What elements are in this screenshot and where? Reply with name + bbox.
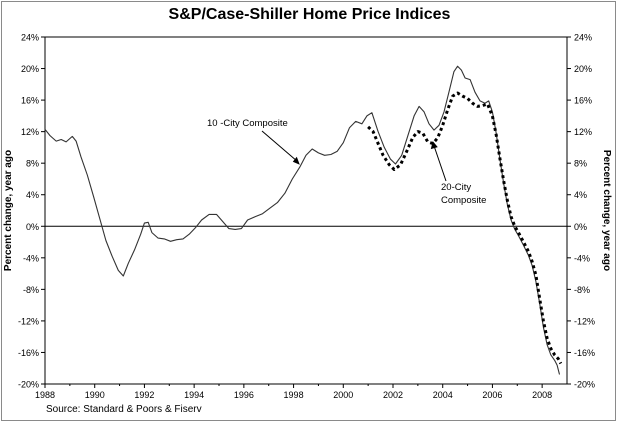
y-tick-label-left: 20% bbox=[21, 64, 39, 74]
source-note: Source: Standard & Poors & Fiserv bbox=[46, 404, 202, 415]
x-tick-label: 1992 bbox=[134, 390, 154, 400]
y-axis-title-right: Percent change, year ago bbox=[601, 150, 612, 271]
y-tick-label-right: -20% bbox=[574, 380, 595, 390]
y-tick-label-left: -16% bbox=[18, 348, 39, 358]
x-tick-label: 2002 bbox=[383, 390, 403, 400]
x-tick-label: 1988 bbox=[35, 390, 55, 400]
x-tick-label: 2008 bbox=[532, 390, 552, 400]
y-axis-title-left: Percent change, year ago bbox=[3, 150, 14, 271]
y-tick-label-right: 24% bbox=[574, 33, 592, 43]
x-tick-label: 1996 bbox=[234, 390, 254, 400]
y-tick-label-left: 12% bbox=[21, 127, 39, 137]
y-tick-label-left: -20% bbox=[18, 380, 39, 390]
y-tick-label-left: 24% bbox=[21, 33, 39, 43]
y-tick-label-right: 20% bbox=[574, 64, 592, 74]
x-tick-label: 2004 bbox=[433, 390, 453, 400]
y-tick-label-left: -12% bbox=[18, 316, 39, 326]
y-tick-label-right: 8% bbox=[574, 159, 587, 169]
y-tick-label-right: -4% bbox=[574, 253, 590, 263]
x-tick-label: 1994 bbox=[184, 390, 204, 400]
y-tick-label-left: 4% bbox=[26, 190, 39, 200]
x-tick-label: 2000 bbox=[333, 390, 353, 400]
ticks-group: -20% -20% -16% -16% -12% -12% -8% -8% -4% -4% 0% 0%… bbox=[18, 33, 595, 401]
annotation-20-city-label-line2: Composite bbox=[441, 195, 486, 206]
annotation-20-city-label-line1: 20-City bbox=[441, 182, 471, 193]
y-tick-label-right: 4% bbox=[574, 190, 587, 200]
annotation-10-city-arrow-line bbox=[261, 130, 299, 163]
y-tick-label-left: -8% bbox=[23, 285, 39, 295]
plot-area-border bbox=[44, 36, 568, 385]
y-tick-label-right: 0% bbox=[574, 222, 587, 232]
chart-title: S&P/Case-Shiller Home Price Indices bbox=[168, 6, 451, 23]
y-tick-label-left: 8% bbox=[26, 159, 39, 169]
y-tick-label-left: 0% bbox=[26, 222, 39, 232]
y-tick-label-right: 12% bbox=[574, 127, 592, 137]
x-tick-label: 2006 bbox=[482, 390, 502, 400]
axes-group: Percent change, year ago Percent change, … bbox=[3, 36, 612, 385]
annotation-10-city-label: 10 -City Composite bbox=[207, 118, 288, 129]
x-tick-label: 1998 bbox=[284, 390, 304, 400]
series-line-10-city bbox=[44, 65, 561, 375]
series-group bbox=[44, 65, 563, 375]
y-tick-label-right: -12% bbox=[574, 316, 595, 326]
annotations-group: 10 -City Composite 20-City Composite bbox=[207, 118, 486, 206]
y-tick-label-right: 16% bbox=[574, 96, 592, 106]
y-tick-label-left: -4% bbox=[23, 253, 39, 263]
annotation-10-city-arrowhead bbox=[292, 156, 300, 165]
x-tick-label: 1990 bbox=[85, 390, 105, 400]
annotation-20-city-arrowhead bbox=[430, 141, 438, 150]
y-tick-label-right: -16% bbox=[574, 348, 595, 358]
y-tick-label-left: 16% bbox=[21, 96, 39, 106]
annotation-20-city-arrow-line bbox=[433, 144, 447, 182]
series-line-20-city bbox=[367, 91, 563, 365]
y-tick-label-right: -8% bbox=[574, 285, 590, 295]
